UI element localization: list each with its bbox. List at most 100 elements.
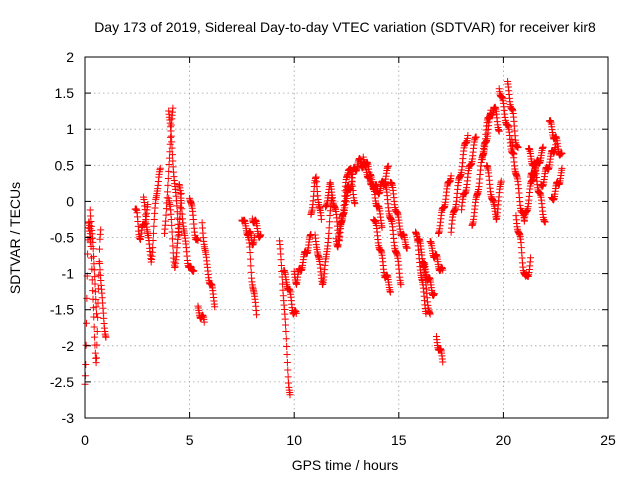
data-point <box>277 262 285 270</box>
data-point <box>200 318 208 326</box>
data-point <box>89 245 97 253</box>
data-point <box>149 229 157 237</box>
data-point <box>93 310 101 318</box>
data-point <box>246 249 254 257</box>
data-point <box>378 223 386 231</box>
data-point <box>464 132 472 140</box>
y-tick-label: 2 <box>66 49 74 65</box>
data-point <box>89 238 97 246</box>
data-point <box>168 144 176 152</box>
data-point <box>162 217 170 225</box>
data-point <box>91 273 99 281</box>
data-point <box>403 244 411 252</box>
data-point <box>92 354 100 362</box>
x-tick-label: 10 <box>286 432 302 448</box>
data-point <box>164 181 172 189</box>
data-point <box>168 151 176 159</box>
x-tick-label: 20 <box>496 432 512 448</box>
y-tick-label: -2 <box>62 338 75 354</box>
y-tick-label: 1 <box>66 121 74 137</box>
data-point <box>384 162 392 170</box>
data-point <box>169 157 177 165</box>
data-point <box>90 252 98 260</box>
y-axis-label: SDTVAR / TECUs <box>7 182 23 294</box>
y-tick-label: -1 <box>62 266 75 282</box>
data-point <box>541 218 549 226</box>
data-point <box>527 254 535 262</box>
data-point <box>167 121 175 129</box>
data-point <box>94 313 102 321</box>
data-point <box>96 259 104 267</box>
data-point <box>558 164 566 172</box>
data-point <box>284 373 292 381</box>
data-point <box>162 211 170 219</box>
data-point <box>439 358 447 366</box>
data-point <box>97 226 105 234</box>
data-point <box>283 358 291 366</box>
data-point <box>93 327 101 335</box>
data-point <box>149 244 157 252</box>
data-point <box>165 167 173 175</box>
data-point <box>92 295 100 303</box>
data-point <box>169 104 177 112</box>
y-tick-label: -3 <box>62 410 75 426</box>
data-point <box>168 221 176 229</box>
data-point <box>247 262 255 270</box>
data-point <box>282 328 290 336</box>
data-point <box>283 351 291 359</box>
x-tick-label: 5 <box>186 432 194 448</box>
y-tick-label: 1.5 <box>55 85 75 101</box>
axes: 0 5 10 15 20 25 -3 -2.5 -2 -1.5 -1 -0.5 0 0.5 1 1.5 2 <box>50 49 616 448</box>
data-point <box>167 215 175 223</box>
data-point <box>194 236 202 244</box>
data-point <box>558 150 566 158</box>
data-point <box>156 164 164 172</box>
x-tick-label: 15 <box>391 432 407 448</box>
y-tick-label: 0.5 <box>55 157 75 173</box>
data-point <box>326 218 334 226</box>
data-point <box>386 288 394 296</box>
data-point <box>430 290 438 298</box>
data-point <box>150 222 158 230</box>
x-tick-label: 25 <box>600 432 616 448</box>
data-points <box>81 78 566 399</box>
data-point <box>472 133 480 141</box>
data-point <box>325 224 333 232</box>
data-point <box>286 391 294 399</box>
data-point <box>257 231 265 239</box>
data-point <box>168 138 176 146</box>
data-point <box>90 323 98 331</box>
data-point <box>439 266 447 274</box>
data-point <box>253 311 261 319</box>
data-point <box>277 256 285 264</box>
data-point <box>96 245 104 253</box>
data-point <box>82 319 90 327</box>
data-point <box>91 333 99 341</box>
data-point <box>167 133 175 141</box>
data-point <box>211 303 219 311</box>
x-axis-label: GPS time / hours <box>292 457 399 473</box>
data-point <box>495 127 503 135</box>
grid-lines <box>85 57 608 418</box>
data-point <box>86 206 94 214</box>
data-point <box>82 361 90 369</box>
data-point <box>190 267 198 275</box>
y-tick-label: 0 <box>66 193 74 209</box>
data-point <box>397 281 405 289</box>
data-point <box>282 335 290 343</box>
data-point <box>426 310 434 318</box>
data-point <box>92 303 100 311</box>
data-point <box>168 235 176 243</box>
x-tick-label: 0 <box>81 432 89 448</box>
data-point <box>514 144 522 152</box>
data-point <box>283 343 291 351</box>
y-tick-label: -2.5 <box>50 374 74 390</box>
data-point <box>497 177 505 185</box>
data-point <box>165 154 173 162</box>
data-point <box>91 280 99 288</box>
data-point <box>150 215 158 223</box>
data-point <box>149 237 157 245</box>
data-point <box>246 255 254 263</box>
data-point <box>164 174 172 182</box>
